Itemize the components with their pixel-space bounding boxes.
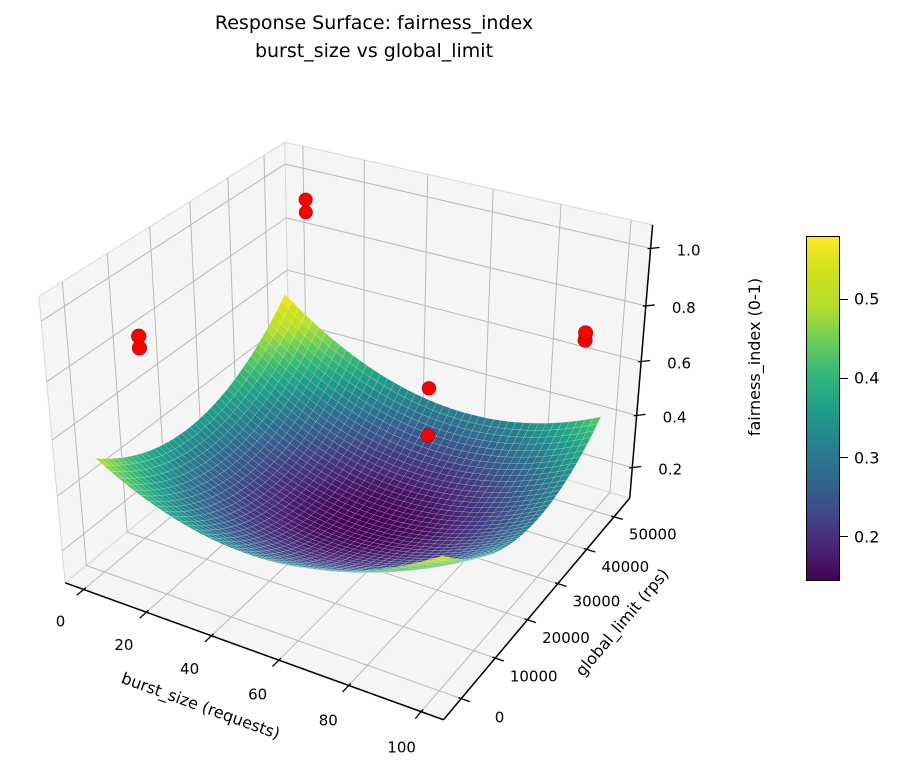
colorbar-tick-mark — [840, 377, 848, 380]
colorbar-tick-mark — [840, 298, 848, 301]
colorbar-tick-label: 0.5 — [854, 289, 880, 309]
colorbar-gradient — [806, 236, 840, 581]
chart-title: Response Surface: fairness_index burst_s… — [0, 9, 748, 65]
colorbar-tick-label: 0.3 — [854, 448, 880, 468]
colorbar: 0.2 0.3 0.4 0.5 — [806, 236, 902, 581]
chart-title-line1: Response Surface: fairness_index — [214, 12, 534, 34]
chart-title-line2: burst_size vs global_limit — [254, 40, 494, 62]
colorbar-tick-label: 0.2 — [854, 527, 880, 547]
colorbar-tick-mark — [840, 456, 848, 459]
colorbar-tick-label: 0.4 — [854, 368, 880, 388]
colorbar-tick-mark — [840, 535, 848, 538]
